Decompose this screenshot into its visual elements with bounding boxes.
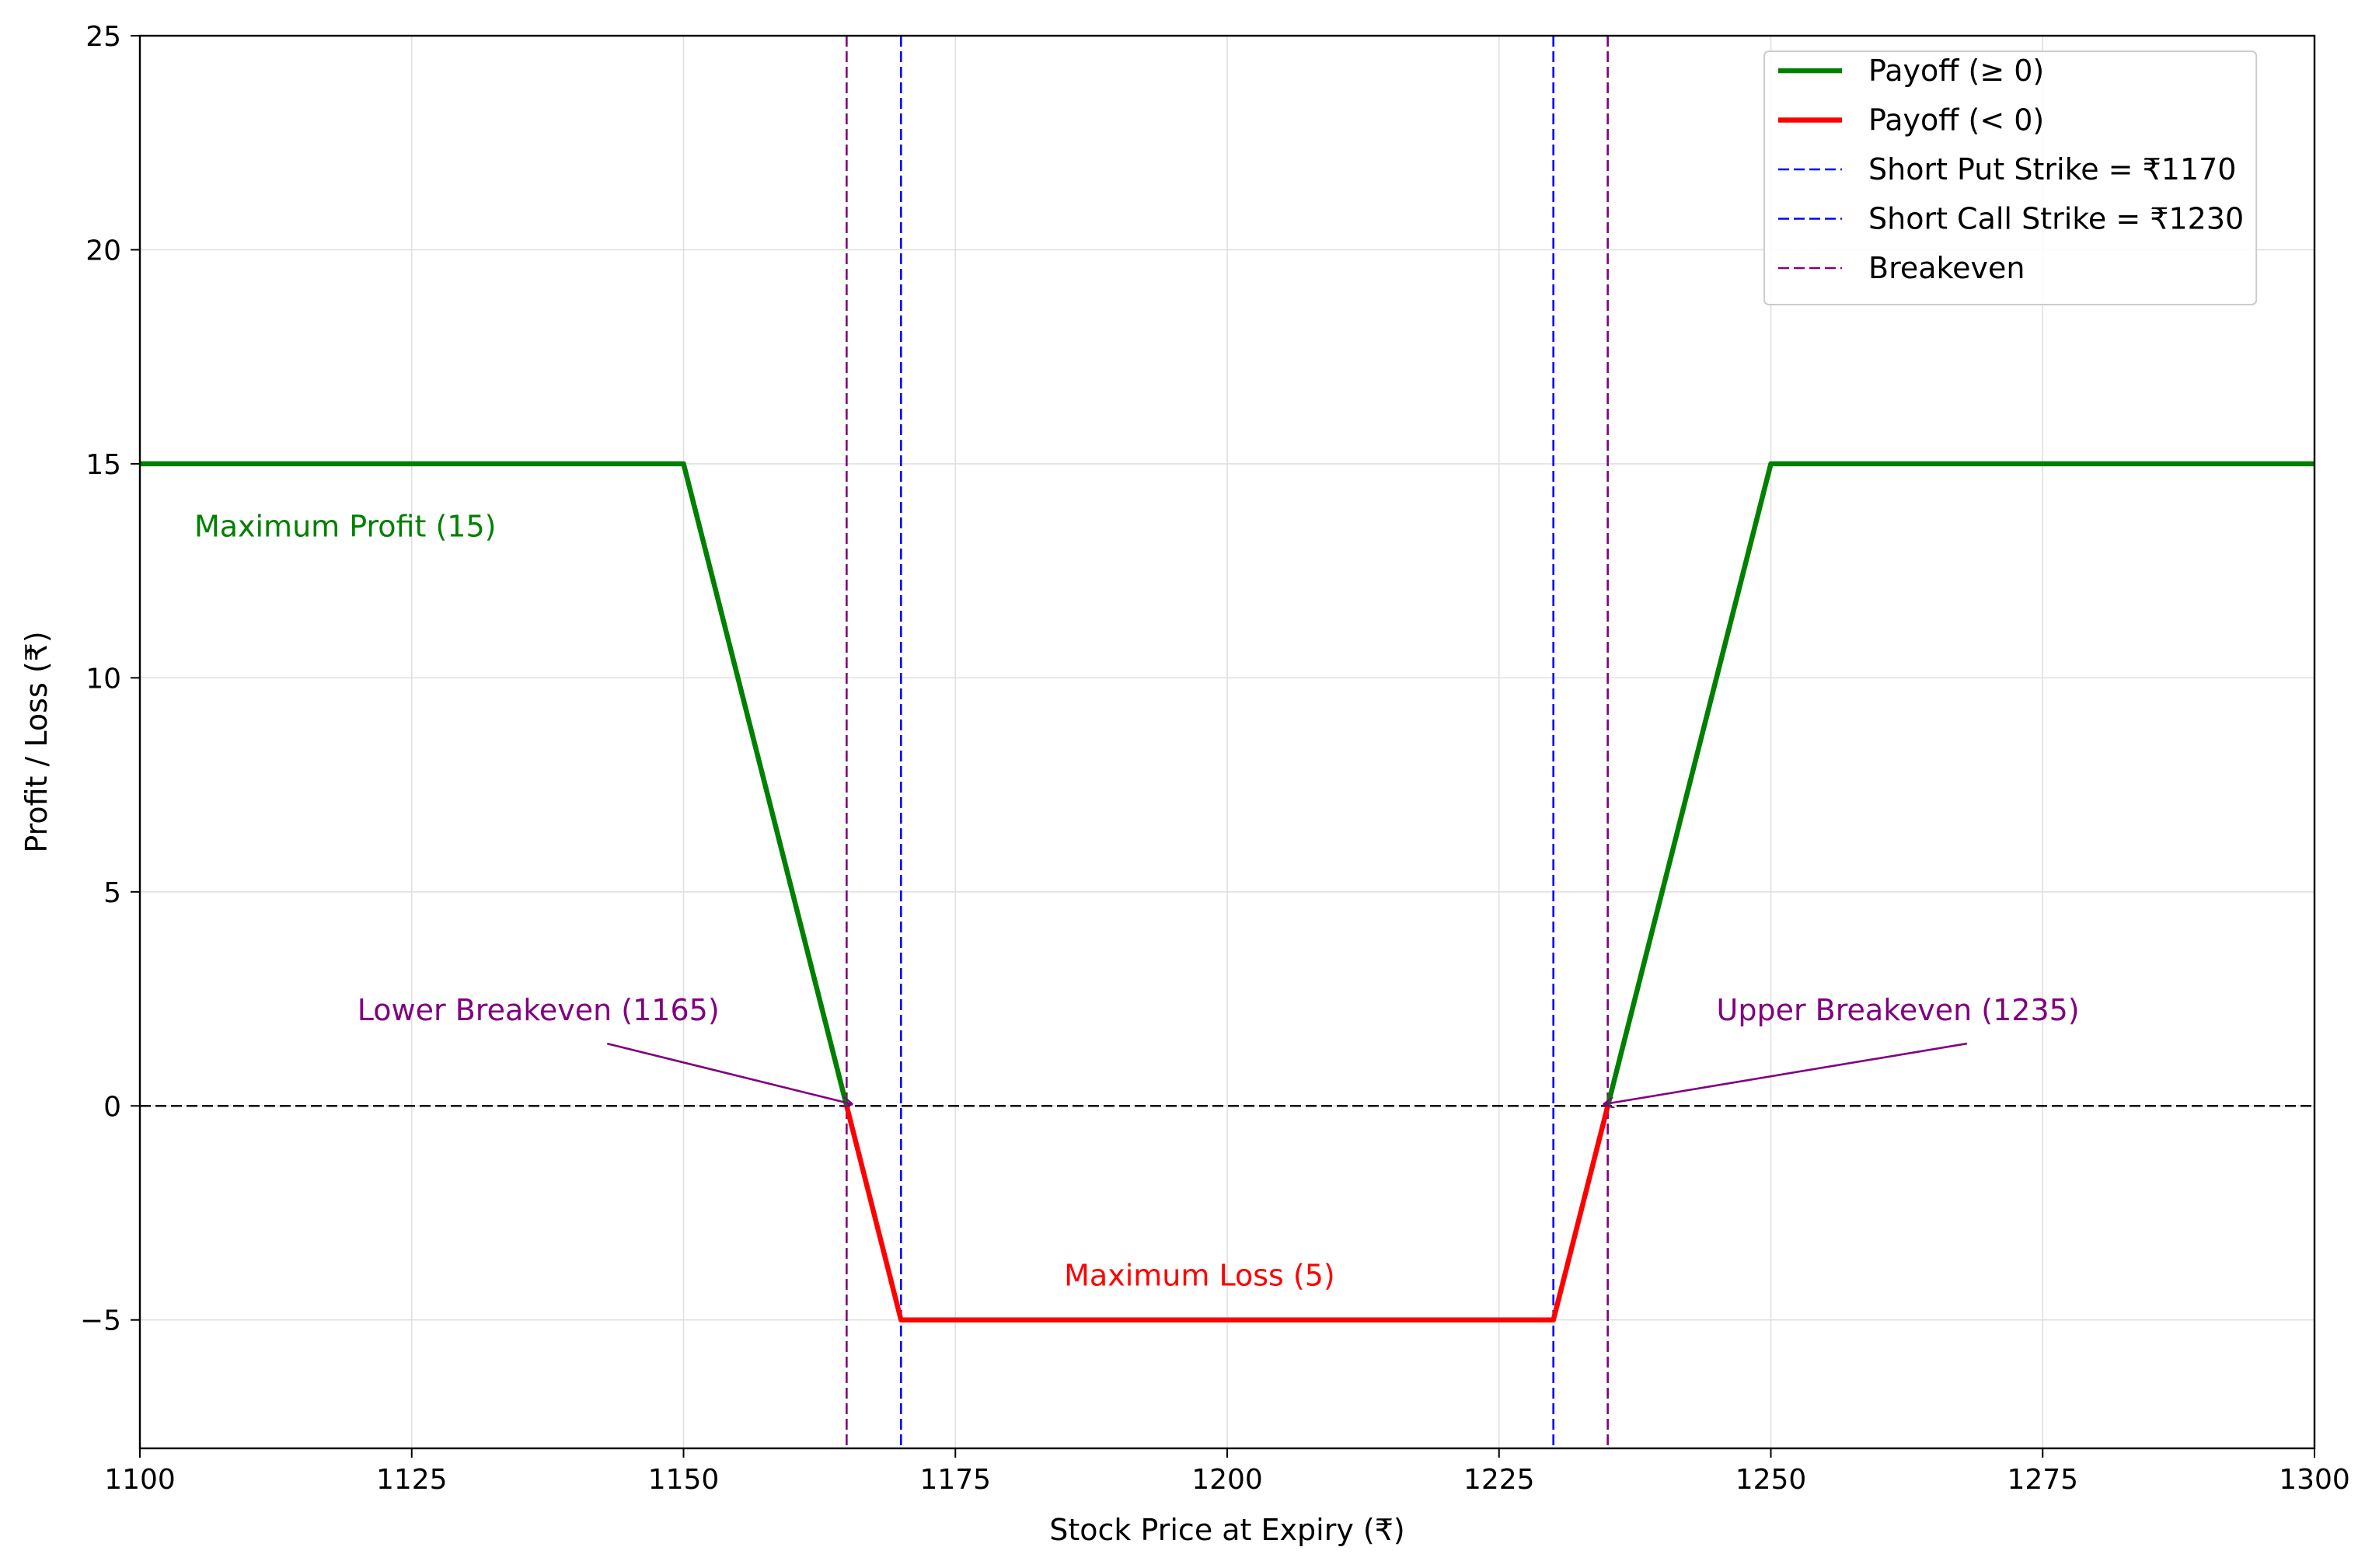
x-axis-ticks: 1100 1125 1150 1175 1200 1225 1250 1275 1300	[104, 1448, 2350, 1496]
x-axis-label: Stock Price at Expiry (₹)	[1049, 1513, 1404, 1547]
annotation-label: Lower Breakeven (1165)	[358, 993, 720, 1027]
y-tick-label: 15	[85, 449, 121, 481]
x-tick-label: 1300	[2279, 1464, 2350, 1496]
y-tick-label: 0	[103, 1091, 121, 1123]
reference-lines	[140, 36, 2314, 1448]
legend-label: Breakeven	[1868, 251, 2025, 285]
y-tick-label: 5	[103, 877, 121, 909]
annotation-label: Maximum Profit (15)	[194, 510, 497, 544]
annotations: Maximum Profit (15) Maximum Loss (5) Lower…	[194, 510, 2080, 1293]
payoff-positive-line	[1605, 461, 2314, 1107]
legend-box	[1763, 51, 2258, 305]
y-tick-label: 25	[85, 21, 121, 53]
annotation-label: Maximum Loss (5)	[1064, 1259, 1335, 1293]
payoff-negative-line	[844, 1105, 1610, 1322]
x-tick-label: 1150	[648, 1464, 720, 1496]
y-tick-label: 10	[85, 663, 121, 695]
y-axis-label: Profit / Loss (₹)	[19, 631, 54, 852]
legend-label: Short Put Strike = ₹1170	[1868, 152, 2236, 186]
series-lines	[140, 461, 2314, 1322]
legend-label: Payoff (< 0)	[1868, 103, 2044, 138]
x-tick-label: 1200	[1191, 1464, 1263, 1496]
y-tick-label: 20	[85, 235, 121, 267]
legend-label: Short Call Strike = ₹1230	[1868, 202, 2244, 236]
payoff-positive-line	[140, 461, 849, 1107]
x-tick-label: 1175	[919, 1464, 991, 1496]
annotation-arrow	[1603, 1042, 1968, 1104]
annotation-arrow	[606, 1042, 853, 1104]
legend-label: Payoff (≥ 0)	[1868, 54, 2044, 88]
y-axis-ticks: −5 0 5 10 15 20 25	[80, 21, 140, 1337]
x-tick-label: 1250	[1735, 1464, 1807, 1496]
x-tick-label: 1100	[104, 1464, 176, 1496]
y-tick-label: −5	[80, 1305, 121, 1337]
legend: Payoff (≥ 0) Payoff (< 0) Short Put Strike…	[1763, 51, 2258, 305]
x-tick-label: 1125	[376, 1464, 448, 1496]
annotation-label: Upper Breakeven (1235)	[1717, 993, 2080, 1027]
x-tick-label: 1225	[1463, 1464, 1535, 1496]
x-tick-label: 1275	[2007, 1464, 2078, 1496]
